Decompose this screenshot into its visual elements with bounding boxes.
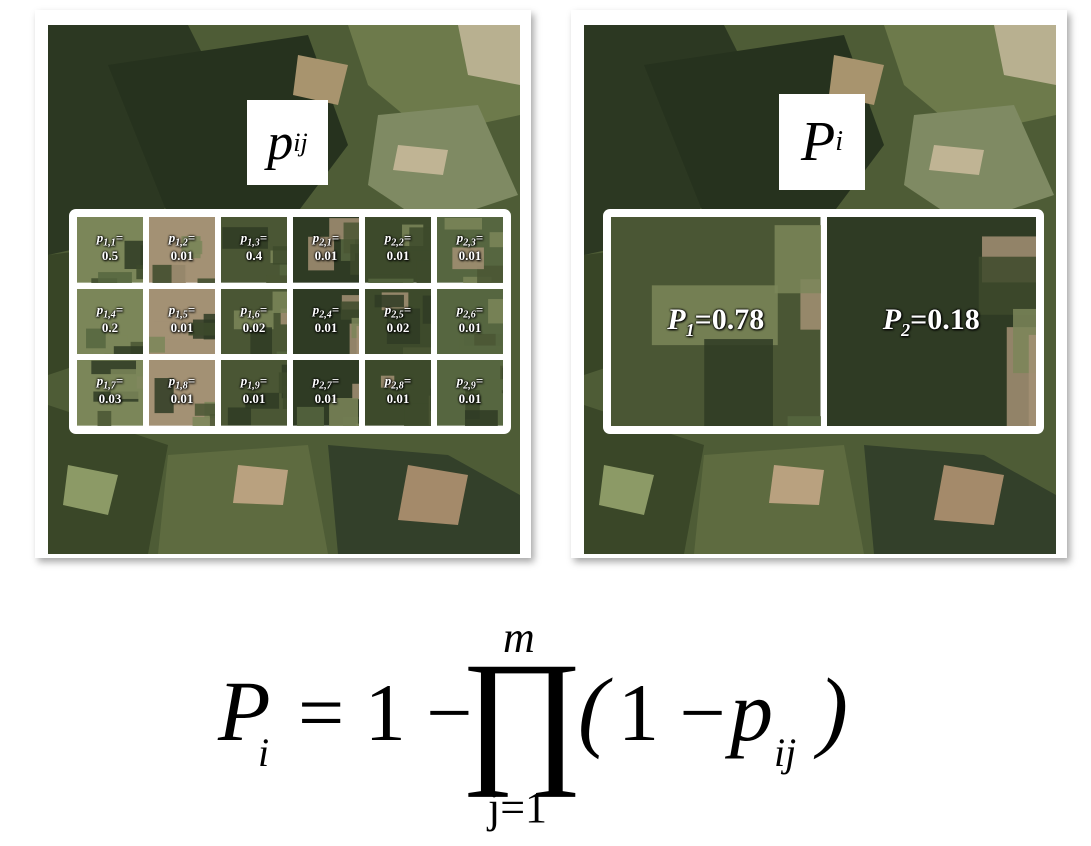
pij-cell-label: p2,4= xyxy=(312,301,340,321)
pij-cell-value: 0.01 xyxy=(314,248,338,264)
pij-label: p ij xyxy=(247,100,328,185)
pij-cell-label: p2,6= xyxy=(456,301,484,321)
pij-cell: p2,9= 0.01 xyxy=(437,360,503,426)
pij-cell-value: 0.02 xyxy=(242,319,266,335)
product-symbol: ∏ xyxy=(460,632,584,798)
pij-cell-value: 0.01 xyxy=(386,391,410,407)
pij-cell: p2,6= 0.01 xyxy=(437,288,503,355)
formula-inner-subscript: ij xyxy=(774,730,797,775)
pij-cell: p1,5= 0.01 xyxy=(149,288,215,355)
pij-cell-label: p1,2= xyxy=(168,230,196,249)
formula-lower-limit: j=1 xyxy=(488,783,548,832)
pij-cell-value: 0.03 xyxy=(98,391,122,407)
pij-cell-value: 0.01 xyxy=(170,391,194,407)
pij-cell-label: p2,8= xyxy=(384,373,412,392)
pij-cell: p2,5= 0.02 xyxy=(365,288,431,355)
pij-cell-value: 0.02 xyxy=(386,319,410,335)
pij-cell-label: p2,3= xyxy=(456,230,484,249)
pij-cell-value: 0.2 xyxy=(101,319,119,335)
pij-cell-label: p1,3= xyxy=(240,230,268,249)
pij-cell-value: 0.01 xyxy=(458,391,482,407)
pij-cell-label: p2,2= xyxy=(384,230,412,249)
pij-cell-value: 0.01 xyxy=(170,248,194,264)
pij-cell-label: p2,5= xyxy=(384,301,412,321)
formula-equals-one-minus: = 1 − xyxy=(298,667,473,758)
pi-cell-label: P2=0.18 xyxy=(882,302,980,340)
formula-lhs-subscript: i xyxy=(258,730,270,775)
pij-cell: p2,1= 0.01 xyxy=(293,217,359,283)
formula-inner-text: 1 − xyxy=(618,667,726,758)
pij-cell: p1,1= 0.5 xyxy=(77,217,143,283)
pij-cell-value: 0.01 xyxy=(458,319,482,335)
pij-cell-label: p2,7= xyxy=(312,373,340,392)
pij-cell-label: p1,9= xyxy=(240,373,268,392)
pij-cell-value: 0.01 xyxy=(458,248,482,264)
pij-cell-value: 0.01 xyxy=(386,248,410,264)
pij-cell-label: p1,6= xyxy=(240,301,268,321)
pij-cell: p2,2= 0.01 xyxy=(365,217,431,283)
pij-cell: p2,7= 0.01 xyxy=(293,360,359,426)
pij-cell: p1,9= 0.01 xyxy=(221,360,287,426)
pij-cell: p2,8= 0.01 xyxy=(365,360,431,426)
pij-cell: p1,2= 0.01 xyxy=(149,217,215,283)
pij-cell-label: p2,1= xyxy=(312,230,340,249)
pi-cell: P2=0.18 xyxy=(826,217,1036,426)
pij-cell: p2,3= 0.01 xyxy=(437,217,503,283)
pij-cell-label: p1,5= xyxy=(168,301,196,321)
pij-cell: p2,4= 0.01 xyxy=(293,288,359,355)
pij-cell-value: 0.4 xyxy=(245,248,263,264)
left-panel: p ij p1,1= 0.5 p1,2= 0.01 p1,3= 0.4 p2,1= 0.01 p2… xyxy=(35,10,531,558)
pij-cell-value: 0.01 xyxy=(170,319,194,335)
pij-cell-value: 0.01 xyxy=(314,391,338,407)
pij-cell: p1,3= 0.4 xyxy=(221,217,287,283)
formula-inner-main: p xyxy=(730,663,773,759)
pij-cell-label: p1,1= xyxy=(96,230,124,249)
pij-cell-label: p1,7= xyxy=(96,373,124,392)
pij-cell-label: p1,8= xyxy=(168,373,196,392)
formula-open-paren: ( xyxy=(578,661,608,760)
pi-grid: P1=0.78 P2=0.18 xyxy=(603,209,1044,434)
pij-cell: p1,6= 0.02 xyxy=(221,288,287,355)
pi-cell-label: P1=0.78 xyxy=(667,302,765,340)
pij-cell-label: p1,4= xyxy=(96,301,124,321)
formula-close-paren: ) xyxy=(818,661,848,760)
pi-label-sub: i xyxy=(835,126,843,157)
pi-cell: P1=0.78 xyxy=(611,217,821,426)
pij-cell: p1,7= 0.03 xyxy=(77,360,143,426)
pij-cell-value: 0.01 xyxy=(242,391,266,407)
pij-cell: p1,8= 0.01 xyxy=(149,360,215,426)
pij-cell: p1,4= 0.2 xyxy=(77,288,143,355)
pij-cell-value: 0.01 xyxy=(314,319,338,335)
pij-cell-label: p2,9= xyxy=(456,373,484,392)
pi-label-main: P xyxy=(801,111,836,173)
pij-label-sub: ij xyxy=(293,127,308,157)
formula-upper-limit: m xyxy=(503,613,535,662)
pij-grid: p1,1= 0.5 p1,2= 0.01 p1,3= 0.4 p2,1= 0.01 p2,2= 0… xyxy=(69,209,511,434)
pij-cell-value: 0.5 xyxy=(101,248,119,264)
pij-label-main: p xyxy=(267,114,294,171)
formula-lhs: P xyxy=(218,663,271,759)
